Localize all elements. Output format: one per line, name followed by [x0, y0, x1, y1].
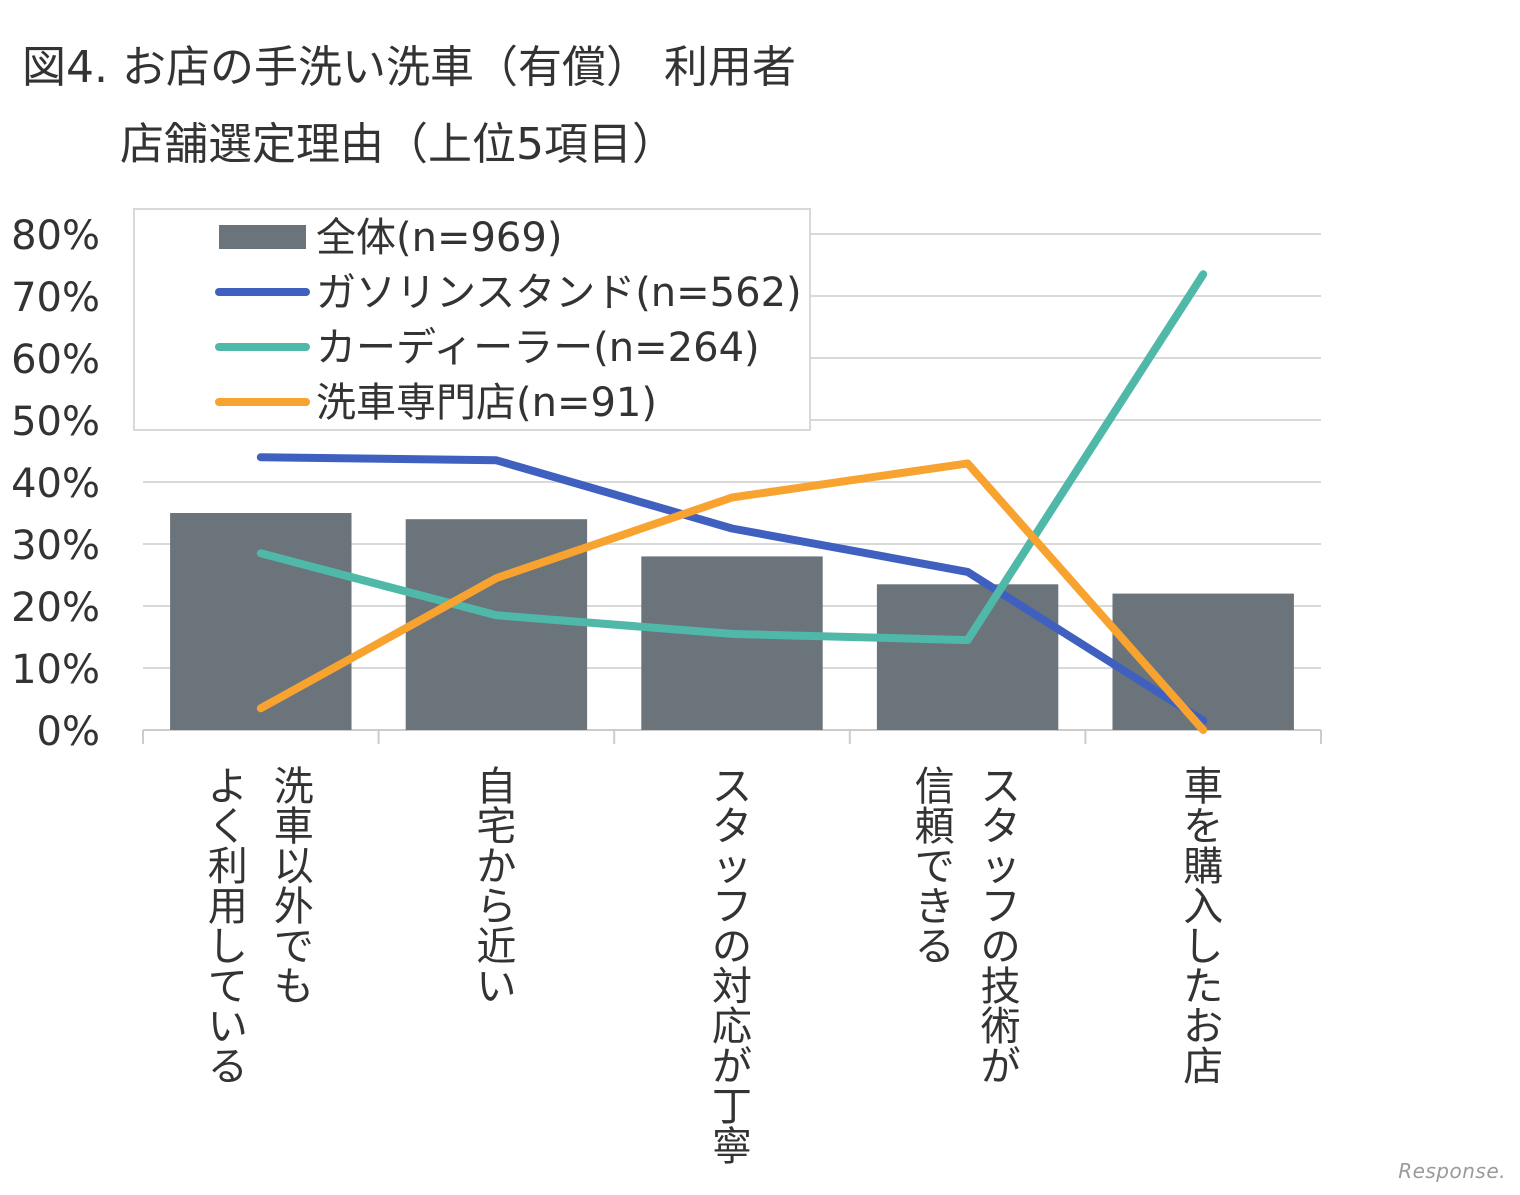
- bar: [641, 556, 823, 730]
- series-line: [256, 453, 1208, 725]
- x-tick-label: 信頼できる: [915, 764, 955, 970]
- y-tick-label: 40%: [11, 461, 100, 507]
- legend-label: 洗車専門店(n=91): [316, 380, 657, 426]
- legend-label: カーディーラー(n=264): [316, 325, 760, 371]
- x-tick-label: 洗車以外でも: [274, 764, 314, 1010]
- y-tick-label: 60%: [11, 337, 100, 383]
- x-tick-label: スタッフの技術が: [981, 764, 1021, 1090]
- x-tick-label: よく利用している: [208, 764, 248, 1090]
- x-tick-label: スタッフの対応が丁寧: [712, 764, 752, 1170]
- legend-label: ガソリンスタンド(n=562): [316, 270, 802, 316]
- bar: [876, 584, 1059, 730]
- legend-label: 全体(n=969): [316, 215, 562, 261]
- series-line: [256, 459, 1208, 734]
- y-tick-label: 10%: [11, 647, 100, 693]
- bar: [405, 519, 588, 730]
- watermark-logo: Response.: [1398, 1159, 1506, 1183]
- y-tick-label: 50%: [11, 399, 100, 445]
- x-tick-label: 車を購入したお店: [1183, 764, 1223, 1090]
- bar: [170, 513, 352, 730]
- y-tick-label: 70%: [11, 275, 100, 321]
- chart-title-line-1: 図4. お店の手洗い洗車（有償） 利用者: [22, 42, 796, 93]
- y-tick-label: 80%: [11, 213, 100, 259]
- legend-swatch-bar: [219, 225, 306, 249]
- y-tick-label: 0%: [37, 709, 100, 755]
- chart-title-line-2: 店舗選定理由（上位5項目）: [120, 119, 676, 170]
- series-line: [256, 270, 1208, 645]
- x-tick-label: 自宅から近い: [476, 764, 516, 1010]
- y-tick-label: 30%: [11, 523, 100, 569]
- y-tick-label: 20%: [11, 585, 100, 631]
